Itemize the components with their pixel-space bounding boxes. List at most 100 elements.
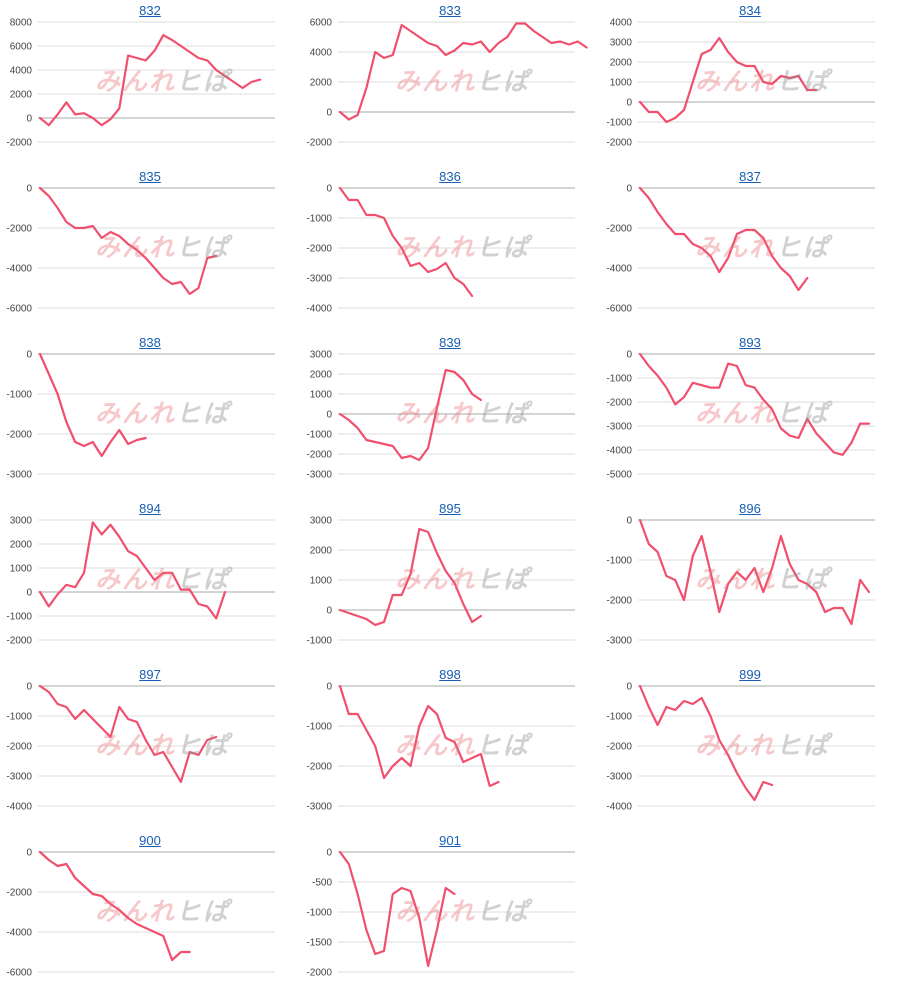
series-line [38,352,147,458]
chart-title-link[interactable]: 835 [139,169,161,184]
y-tick-label: 0 [626,350,632,361]
y-tick-label: -4000 [606,264,632,275]
y-tick-label: -3000 [306,274,332,285]
y-tick-label: -1000 [606,556,632,567]
y-tick-label: 0 [26,848,32,859]
y-tick-label: -5000 [606,470,632,481]
y-tick-label: -1000 [306,722,332,733]
line-chart: 0 -1000 -2000 -3000 -4000 -5000 [606,350,875,481]
y-tick-label: 0 [626,98,632,109]
chart-panel: 834 4000 3000 2000 1000 0 -1000 -2000 みんれヒぱ [600,0,900,166]
y-tick-label: 1000 [10,564,33,575]
chart-panel: 899 0 -1000 -2000 -3000 -4000 みんれヒぱ [600,664,900,830]
y-tick-label: -2000 [306,762,332,773]
y-tick-label: -2000 [306,450,332,461]
chart-title-link[interactable]: 899 [739,667,761,682]
series-line [638,186,809,292]
series-line [338,850,456,968]
chart-title-link[interactable]: 896 [739,501,761,516]
chart-panel: 894 3000 2000 1000 0 -1000 -2000 みんれヒぱ [0,498,300,664]
chart-title-link[interactable]: 839 [439,335,461,350]
y-tick-label: 4000 [310,48,333,59]
chart-title-link[interactable]: 832 [139,3,161,18]
chart-title-link[interactable]: 894 [139,501,161,516]
chart-title-link[interactable]: 901 [439,833,461,848]
series-line [638,518,871,626]
y-tick-label: -2000 [6,138,32,149]
chart-panel: 838 0 -1000 -2000 -3000 みんれヒぱ [0,332,300,498]
chart-panel: 901 0 -500 -1000 -1500 -2000 みんれヒぱ [300,830,600,996]
y-tick-label: -1000 [306,908,332,919]
chart-panel: 895 3000 2000 1000 0 -1000 みんれヒぱ [300,498,600,664]
series-line [38,684,218,784]
y-tick-label: 0 [26,588,32,599]
chart-title-link[interactable]: 836 [439,169,461,184]
y-tick-label: 2000 [310,546,333,557]
y-tick-label: -4000 [6,928,32,939]
chart-panel: 897 0 -1000 -2000 -3000 -4000 みんれヒぱ [0,664,300,830]
y-tick-label: 0 [326,848,332,859]
chart-panel: 833 6000 4000 2000 0 -2000 みんれヒぱ [300,0,600,166]
y-tick-label: -1000 [6,390,32,401]
y-tick-label: 2000 [10,90,33,101]
y-tick-label: -1000 [606,118,632,129]
series-line [38,34,262,127]
y-tick-label: 1000 [610,78,633,89]
line-chart: 8000 6000 4000 2000 0 -2000 [6,18,275,149]
y-tick-label: -3000 [306,802,332,813]
y-tick-label: -4000 [306,304,332,315]
line-chart: 0 -2000 -4000 -6000 [6,848,275,979]
y-tick-label: -1000 [6,612,32,623]
y-tick-label: -2000 [6,430,32,441]
line-chart: 6000 4000 2000 0 -2000 [306,18,588,149]
chart-panel: 832 8000 6000 4000 2000 0 -2000 みんれヒぱ [0,0,300,166]
y-tick-label: -4000 [606,446,632,457]
y-tick-label: -2000 [6,636,32,647]
chart-panel: 900 0 -2000 -4000 -6000 みんれヒぱ [0,830,300,996]
y-tick-label: 2000 [310,370,333,381]
y-tick-label: -3000 [6,470,32,481]
chart-title-link[interactable]: 897 [139,667,161,682]
series-line [338,527,482,627]
series-line [638,684,774,802]
y-tick-label: -2000 [606,398,632,409]
chart-title-link[interactable]: 838 [139,335,161,350]
y-tick-label: -1000 [606,712,632,723]
chart-title-link[interactable]: 834 [739,3,761,18]
y-tick-label: 2000 [10,540,33,551]
chart-panel: 836 0 -1000 -2000 -3000 -4000 みんれヒぱ [300,166,600,332]
y-tick-label: 4000 [10,66,33,77]
y-tick-label: 0 [626,184,632,195]
chart-panel: 893 0 -1000 -2000 -3000 -4000 -5000 みんれヒぱ [600,332,900,498]
chart-title-link[interactable]: 898 [439,667,461,682]
line-chart: 0 -1000 -2000 -3000 -4000 [306,184,575,315]
y-tick-label: 1000 [310,390,333,401]
y-tick-label: -1000 [306,430,332,441]
y-tick-label: 3000 [310,516,333,527]
chart-title-link[interactable]: 895 [439,501,461,516]
line-chart: 0 -1000 -2000 -3000 [306,682,575,813]
series-line [38,850,191,962]
y-tick-label: -2000 [306,138,332,149]
chart-title-link[interactable]: 900 [139,833,161,848]
series-line [38,521,227,620]
y-tick-label: 0 [626,516,632,527]
series-line [338,684,500,788]
y-tick-label: 0 [626,682,632,693]
line-chart: 3000 2000 1000 0 -1000 -2000 [6,516,275,647]
chart-panel: 896 0 -1000 -2000 -3000 みんれヒぱ [600,498,900,664]
chart-title-link[interactable]: 837 [739,169,761,184]
y-tick-label: -3000 [606,772,632,783]
y-tick-label: 0 [26,184,32,195]
y-tick-label: -2000 [606,742,632,753]
y-tick-label: 1000 [310,576,333,587]
chart-title-link[interactable]: 893 [739,335,761,350]
line-chart: 3000 2000 1000 0 -1000 -2000 -3000 [306,350,575,481]
chart-title-link[interactable]: 833 [439,3,461,18]
line-chart: 0 -2000 -4000 -6000 [606,184,875,315]
y-tick-label: -2000 [606,596,632,607]
y-tick-label: 2000 [610,58,633,69]
y-tick-label: 3000 [10,516,33,527]
line-chart: 0 -1000 -2000 -3000 [606,516,875,647]
